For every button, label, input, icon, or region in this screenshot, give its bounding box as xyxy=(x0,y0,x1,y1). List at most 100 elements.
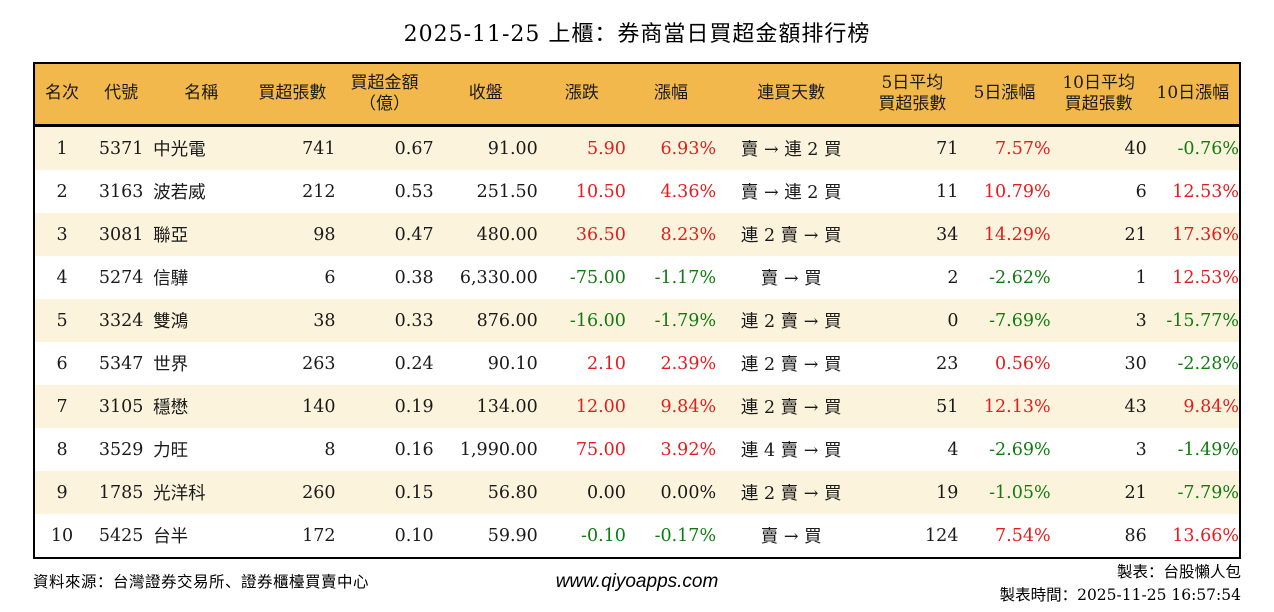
header-row: 名次 代號 名稱 買超張數 買超金額 （億） 收盤 漲跌 漲幅 連買天數 5日平均 買超張數 5日漲… xyxy=(34,63,1240,127)
cell-rank: 1 xyxy=(56,138,68,159)
cell-avg10_volume: 6 xyxy=(1135,181,1147,202)
cell-net_buy_amount: 0.10 xyxy=(394,525,434,546)
cell-code: 5274 xyxy=(98,267,144,288)
column-header-change: 漲跌 xyxy=(537,63,626,127)
cell-name: 光洋科 xyxy=(153,484,206,504)
cell-net_buy_volume: 38 xyxy=(313,310,336,331)
cell-streak: 賣 → 連 2 買 xyxy=(740,140,842,160)
cell-code: 3324 xyxy=(98,310,144,331)
cell-streak: 賣 → 買 xyxy=(760,527,822,547)
cell-change_pct: -0.17% xyxy=(654,525,717,546)
cell-avg5_volume: 4 xyxy=(947,439,959,460)
cell-close: 480.00 xyxy=(476,224,538,245)
cell-pct10: 9.84% xyxy=(1183,396,1239,417)
cell-change_pct: -1.79% xyxy=(654,310,717,331)
cell-close: 134.00 xyxy=(476,396,538,417)
cell-name: 台半 xyxy=(153,527,189,547)
cell-change_pct: 9.84% xyxy=(660,396,717,417)
cell-code: 3529 xyxy=(98,439,144,460)
cell-rank: 3 xyxy=(56,224,68,245)
cell-avg5_volume: 0 xyxy=(947,310,959,331)
cell-pct10: 17.36% xyxy=(1172,224,1239,245)
cell-rank: 9 xyxy=(56,482,68,503)
cell-change: -0.10 xyxy=(581,525,626,546)
cell-rank: 5 xyxy=(56,310,68,331)
cell-net_buy_amount: 0.67 xyxy=(394,138,434,159)
cell-change: 0.00 xyxy=(586,482,626,503)
cell-net_buy_amount: 0.15 xyxy=(394,482,434,503)
cell-rank: 2 xyxy=(56,181,68,202)
cell-name: 雙鴻 xyxy=(153,312,189,332)
cell-close: 6,330.00 xyxy=(459,267,538,288)
cell-avg10_volume: 21 xyxy=(1124,224,1147,245)
cell-code: 5425 xyxy=(98,525,144,546)
table-row: 10 5425 台半 172 0.10 59.90 -0.10 -0.17% 賣 → 買 124 7… xyxy=(34,514,1240,558)
column-header-pct5: 5日漲幅 xyxy=(958,63,1051,127)
cell-pct5: 10.79% xyxy=(983,181,1051,202)
cell-pct10: -7.79% xyxy=(1177,482,1239,503)
cell-close: 876.00 xyxy=(476,310,538,331)
page-title: 2025-11-25 上櫃：券商當日買超金額排行榜 xyxy=(403,22,871,47)
maker-label: 製表：台股懶人包 xyxy=(1116,563,1241,581)
cell-change_pct: 0.00% xyxy=(660,482,717,503)
cell-streak: 連 2 賣 → 買 xyxy=(740,355,842,375)
ranking-table: 名次 代號 名稱 買超張數 買超金額 （億） 收盤 漲跌 漲幅 連買天數 5日平均 買超張數 5日漲… xyxy=(33,62,1241,559)
cell-pct5: -2.62% xyxy=(989,267,1051,288)
table-row: 1 5371 中光電 741 0.67 91.00 5.90 6.93% 賣 → 連 2 買 71… xyxy=(34,125,1240,170)
cell-avg10_volume: 40 xyxy=(1124,138,1147,159)
cell-avg5_volume: 11 xyxy=(936,181,959,202)
cell-avg10_volume: 21 xyxy=(1124,482,1147,503)
cell-close: 56.80 xyxy=(487,482,538,503)
cell-name: 信驊 xyxy=(153,269,189,289)
website-text: www.qiyoapps.com xyxy=(555,571,719,592)
cell-pct10: -0.76% xyxy=(1177,138,1239,159)
cell-close: 59.90 xyxy=(487,525,538,546)
data-source-note: 資料來源：台灣證券交易所、證券櫃檯買賣中心 xyxy=(33,573,370,591)
cell-change_pct: 8.23% xyxy=(660,224,717,245)
table-body: 1 5371 中光電 741 0.67 91.00 5.90 6.93% 賣 → 連 2 買 71… xyxy=(34,125,1240,558)
cell-change: 36.50 xyxy=(575,224,626,245)
cell-net_buy_volume: 98 xyxy=(313,224,336,245)
column-header-net_buy_volume: 買超張數 xyxy=(249,63,336,127)
cell-avg10_volume: 30 xyxy=(1124,353,1147,374)
cell-code: 1785 xyxy=(98,482,144,503)
column-header-streak: 連買天數 xyxy=(716,63,867,127)
cell-code: 3105 xyxy=(98,396,144,417)
cell-avg5_volume: 19 xyxy=(936,482,959,503)
cell-streak: 連 2 賣 → 買 xyxy=(740,398,842,418)
cell-net_buy_volume: 140 xyxy=(302,396,336,417)
cell-rank: 7 xyxy=(56,396,68,417)
cell-avg5_volume: 23 xyxy=(936,353,959,374)
cell-change_pct: 3.92% xyxy=(660,439,717,460)
cell-streak: 連 4 賣 → 買 xyxy=(740,441,842,461)
cell-net_buy_volume: 6 xyxy=(324,267,336,288)
cell-pct5: 7.54% xyxy=(995,525,1051,546)
cell-pct5: 0.56% xyxy=(995,353,1051,374)
cell-pct5: -1.05% xyxy=(989,482,1051,503)
cell-name: 力旺 xyxy=(153,441,189,461)
cell-streak: 賣 → 買 xyxy=(760,269,822,289)
column-header-rank: 名次 xyxy=(34,63,90,127)
column-header-avg10_volume: 10日平均 買超張數 xyxy=(1050,63,1147,127)
cell-net_buy_volume: 212 xyxy=(302,181,336,202)
cell-net_buy_amount: 0.33 xyxy=(394,310,434,331)
cell-code: 5371 xyxy=(98,138,144,159)
cell-avg5_volume: 2 xyxy=(947,267,959,288)
cell-close: 90.10 xyxy=(487,353,538,374)
table-row: 7 3105 穩懋 140 0.19 134.00 12.00 9.84% 連 2 賣 → 買 5… xyxy=(34,385,1240,428)
cell-net_buy_volume: 260 xyxy=(302,482,336,503)
cell-change_pct: -1.17% xyxy=(654,267,717,288)
cell-streak: 賣 → 連 2 買 xyxy=(740,183,842,203)
cell-pct10: 13.66% xyxy=(1172,525,1239,546)
cell-change: -75.00 xyxy=(569,267,626,288)
cell-change_pct: 2.39% xyxy=(660,353,717,374)
cell-net_buy_volume: 263 xyxy=(302,353,336,374)
column-header-avg5_volume: 5日平均 買超張數 xyxy=(866,63,959,127)
cell-rank: 8 xyxy=(56,439,68,460)
generated-time-label: 製表時間：2025-11-25 16:57:54 xyxy=(999,586,1241,604)
cell-net_buy_amount: 0.19 xyxy=(394,396,434,417)
cell-avg5_volume: 34 xyxy=(936,224,959,245)
cell-avg10_volume: 3 xyxy=(1135,310,1147,331)
cell-rank: 6 xyxy=(56,353,68,374)
cell-pct5: -2.69% xyxy=(989,439,1051,460)
